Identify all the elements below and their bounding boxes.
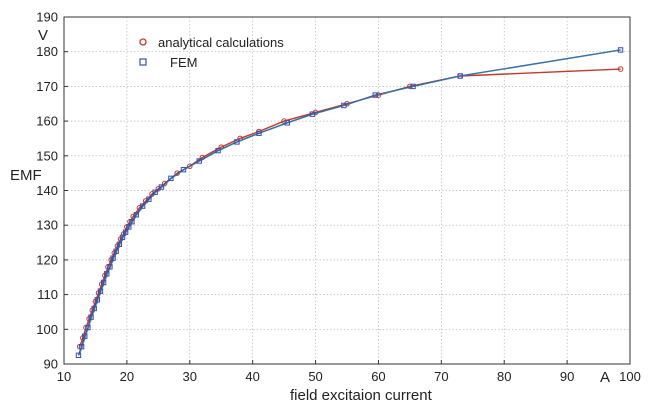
data-point [116, 241, 123, 247]
data-point [88, 314, 94, 320]
data-point [410, 83, 416, 90]
data-point [113, 248, 119, 254]
series-line-shadow [79, 49, 622, 356]
x-axis-ticks: 10 20 30 40 50 60 70 80 90 100 [57, 360, 641, 384]
y-tick-label: 130 [36, 218, 58, 233]
legend-label-analytical: analytical calculations [158, 35, 284, 50]
data-point [133, 212, 140, 218]
data-point [119, 234, 126, 241]
data-point [161, 180, 168, 187]
data-point [372, 92, 379, 98]
data-point [129, 219, 135, 225]
data-point [186, 163, 193, 170]
data-point [82, 333, 88, 339]
x-tick-label: 50 [308, 369, 322, 384]
legend-label-fem: FEM [170, 55, 197, 70]
data-point [100, 279, 107, 286]
y-tick-label: 100 [36, 322, 58, 337]
data-point [617, 66, 624, 72]
data-point [341, 102, 347, 109]
data-point [139, 203, 146, 209]
legend-marker-fem [139, 58, 147, 66]
legend-marker-analytical [139, 38, 147, 46]
y-tick-label: 90 [44, 357, 58, 372]
y-tick-label: 140 [36, 183, 58, 198]
x-tick-label: 70 [434, 369, 448, 384]
data-point [309, 111, 316, 117]
data-point [104, 271, 110, 277]
y-unit-label: V [38, 27, 48, 44]
data-point [617, 47, 624, 53]
y-tick-label: 110 [37, 287, 58, 302]
data-point [94, 297, 101, 303]
x-tick-label: 80 [497, 369, 511, 384]
data-point [196, 158, 202, 164]
y-tick-label: 180 [36, 44, 58, 59]
y-axis-ticks: 90 100 110 120 130 140 150 160 170 180 190 [36, 10, 68, 372]
y-tick-label: 120 [36, 252, 58, 267]
data-point [122, 229, 129, 235]
data-point [180, 166, 187, 173]
data-point [168, 175, 174, 182]
data-point [97, 288, 104, 294]
y-tick-label: 150 [36, 148, 58, 163]
x-axis-label: field excitaion current [290, 387, 433, 404]
x-tick-label: 60 [371, 369, 385, 384]
y-tick-label: 160 [36, 114, 58, 129]
x-unit-label: A [600, 369, 610, 386]
x-tick-label: 40 [245, 369, 259, 384]
data-point [256, 130, 262, 136]
x-tick-label: 90 [560, 369, 574, 384]
data-point [75, 352, 82, 359]
data-point [457, 73, 463, 79]
x-tick-label: 100 [619, 369, 641, 384]
y-tick-label: 170 [36, 79, 58, 94]
data-point [215, 147, 221, 154]
legend: analytical calculations FEM [139, 35, 284, 70]
data-point [152, 189, 158, 195]
data-point [126, 224, 132, 230]
data-point [234, 139, 240, 145]
data-point [85, 324, 91, 331]
data-point [146, 196, 152, 202]
data-point [158, 184, 165, 190]
data-point [107, 264, 113, 270]
x-tick-label: 20 [120, 369, 134, 384]
data-point [284, 120, 290, 126]
data-point [78, 343, 85, 350]
x-tick-label: 30 [183, 369, 197, 384]
y-tick-label: 190 [36, 10, 58, 25]
series-fem [75, 47, 624, 359]
series-layer [75, 47, 624, 359]
data-point [110, 255, 116, 261]
y-axis-label: EMF [10, 167, 42, 184]
data-point [91, 305, 97, 312]
x-tick-label: 10 [57, 369, 71, 384]
